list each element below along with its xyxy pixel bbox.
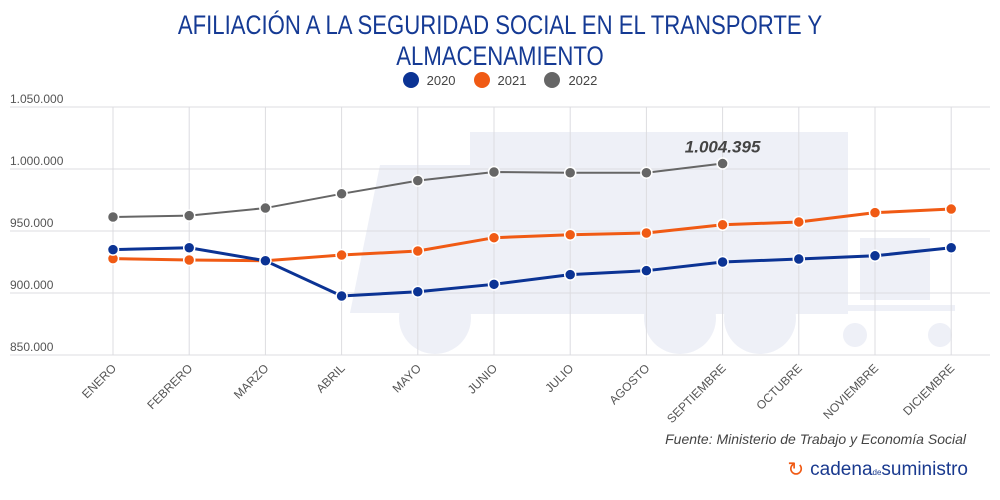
data-point-2020: [335, 289, 348, 303]
legend-marker: [402, 72, 419, 88]
source-note: Fuente: Ministerio de Trabajo y Economía…: [665, 431, 966, 447]
chart-title: AFILIACIÓN A LA SEGURIDAD SOCIAL EN EL T…: [177, 10, 823, 71]
series-line-2021: [112, 207, 952, 263]
data-point-2020: [868, 249, 882, 263]
logo: ↻ cadenadesuministro: [787, 457, 968, 482]
data-point-2022: [335, 187, 348, 201]
data-point-2022: [182, 209, 196, 222]
legend-label: 2020: [426, 72, 456, 88]
legend-item-2020[interactable]: 2020: [402, 72, 456, 88]
data-point-2022: [106, 210, 120, 224]
x-tick-label: MARZO: [231, 361, 272, 402]
legend: 2020 2021 2022: [0, 72, 1000, 88]
data-point-2020: [640, 264, 653, 277]
data-point-2022: [259, 201, 272, 215]
data-point-2020: [106, 243, 120, 256]
data-point-2020: [259, 254, 272, 268]
logo-text: cadena: [810, 458, 873, 480]
legend-item-2021[interactable]: 2021: [473, 72, 527, 88]
x-tick-label: ENERO: [79, 361, 119, 401]
x-tick-label: AGOSTO: [606, 361, 652, 407]
data-point-2021: [411, 244, 425, 258]
y-tick-label: 950.000: [10, 216, 54, 230]
data-point-2021: [944, 202, 958, 216]
truck-watermark: [350, 132, 955, 354]
legend-marker: [544, 72, 561, 88]
data-point-2022: [640, 166, 653, 179]
data-label-annotation: 1.004.395: [685, 138, 761, 157]
legend-label: 2022: [568, 72, 598, 88]
y-tick-label: 1.050.000: [10, 92, 64, 106]
data-point-2021: [563, 228, 577, 241]
data-point-2021: [182, 253, 196, 267]
x-tick-label: ABRIL: [313, 361, 348, 396]
x-tick-label: JULIO: [542, 361, 576, 395]
y-tick-label: 900.000: [10, 278, 54, 292]
x-tick-label: OCTUBRE: [754, 361, 805, 412]
x-tick-label: MAYO: [390, 361, 424, 395]
y-tick-label: 850.000: [10, 340, 54, 354]
legend-marker: [473, 72, 490, 88]
data-point-2022: [563, 166, 577, 179]
data-point-2022: [716, 157, 729, 170]
data-point-2021: [335, 248, 348, 262]
data-point-2020: [944, 241, 958, 254]
legend-label: 2021: [497, 72, 527, 88]
data-point-2021: [640, 226, 653, 240]
legend-item-2022[interactable]: 2022: [544, 72, 597, 88]
logo-text-small: de: [872, 467, 882, 477]
logo-text-end: suministro: [881, 458, 968, 480]
x-tick-label: NOVIEMBRE: [820, 361, 881, 422]
data-point-2021: [716, 218, 729, 232]
logo-icon: ↻: [787, 459, 805, 481]
x-tick-label: DICIEMBRE: [900, 361, 957, 418]
x-tick-label: JUNIO: [465, 361, 500, 396]
series-line-2020: [112, 246, 952, 298]
x-tick-label: SEPTIEMBRE: [664, 361, 729, 426]
x-tick-label: FEBRERO: [144, 361, 195, 412]
data-point-2021: [487, 231, 501, 244]
data-point-2020: [182, 241, 196, 254]
data-point-2022: [411, 174, 425, 187]
data-point-2021: [868, 206, 882, 219]
data-point-2020: [716, 255, 729, 269]
data-point-2022: [487, 165, 501, 179]
data-point-2021: [792, 215, 806, 229]
data-point-2020: [792, 252, 806, 266]
y-tick-label: 1.000.000: [10, 154, 64, 168]
data-point-2020: [411, 285, 425, 299]
data-point-2020: [563, 268, 577, 281]
data-point-2020: [487, 278, 501, 291]
